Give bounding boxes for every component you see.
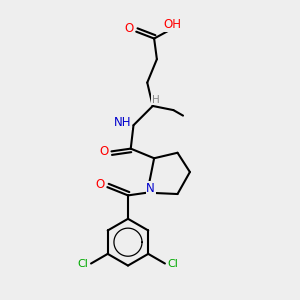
Text: O: O (125, 22, 134, 35)
Text: H: H (152, 95, 159, 105)
Text: O: O (99, 145, 108, 158)
Text: O: O (96, 178, 105, 191)
Text: NH: NH (114, 116, 132, 129)
Text: Cl: Cl (77, 259, 88, 269)
Text: N: N (146, 182, 155, 195)
Text: OH: OH (163, 18, 181, 31)
Text: Cl: Cl (168, 259, 178, 269)
